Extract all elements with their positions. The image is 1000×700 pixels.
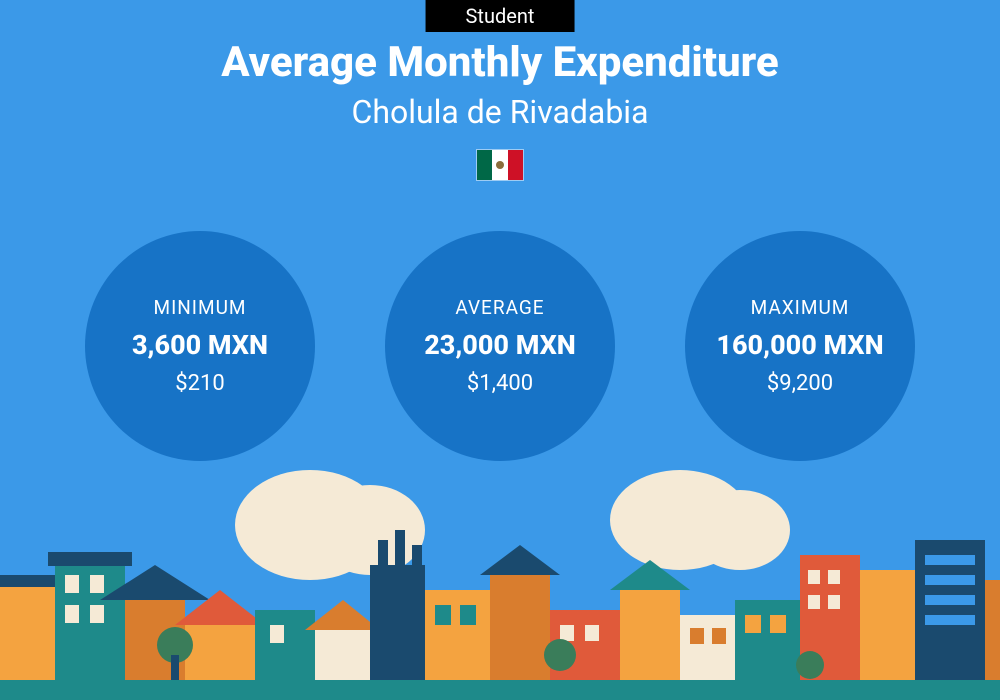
location-subtitle: Cholula de Rivadabia [0,93,1000,131]
stat-label: MAXIMUM [751,296,850,319]
stat-usd: $9,200 [767,371,833,396]
cityscape-illustration [0,470,1000,700]
flag-emblem-icon [496,161,504,169]
flag-stripe-white [492,150,507,180]
stat-usd: $1,400 [467,371,533,396]
page-title: Average Monthly Expenditure [0,38,1000,87]
stat-circle-minimum: MINIMUM 3,600 MXN $210 [85,231,315,461]
flag-stripe-green [477,150,492,180]
stat-label: MINIMUM [154,296,247,319]
flag-stripe-red [508,150,523,180]
student-badge: Student [426,0,575,32]
stat-circle-maximum: MAXIMUM 160,000 MXN $9,200 [685,231,915,461]
stat-value: 160,000 MXN [716,329,883,361]
stat-usd: $210 [175,371,224,396]
stat-label: AVERAGE [455,296,544,319]
mexico-flag-icon [476,149,524,181]
stat-value: 3,600 MXN [132,329,268,361]
stat-value: 23,000 MXN [424,329,576,361]
stat-circle-average: AVERAGE 23,000 MXN $1,400 [385,231,615,461]
stats-row: MINIMUM 3,600 MXN $210 AVERAGE 23,000 MX… [0,231,1000,461]
